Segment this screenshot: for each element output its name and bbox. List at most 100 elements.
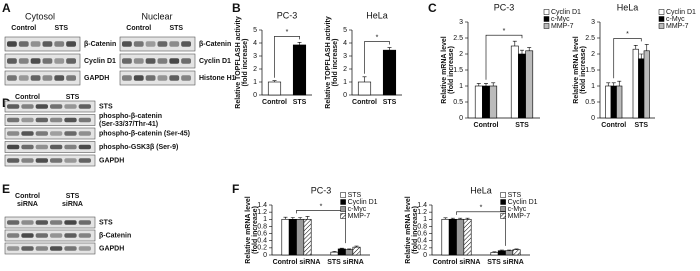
x-tick-label: Control siRNA [273,259,321,266]
blot-row-label: STS [99,219,113,226]
bar [505,250,514,256]
blot-band [35,246,48,251]
blot-band [21,104,34,109]
error-bar [465,217,470,220]
legend-label: MMP-7 [666,23,689,30]
chart-title: PC-3 [311,185,332,195]
y-tick-label: 2 [253,66,257,73]
y-tick-label: 0.4 [417,238,427,245]
legend-swatch [340,213,346,219]
chart-title: HeLa [366,10,388,20]
y-tick-label: 1.5 [453,67,463,74]
bar [512,249,521,256]
y-tick-label: 5 [253,27,257,34]
bar [281,218,290,256]
blot-band [35,131,48,136]
y-tick-label: 1.2 [417,209,427,216]
legend-swatch [543,23,550,29]
blot-title: Nuclear [141,11,172,21]
y-axis-label: Relative mRNA level [245,196,252,263]
lane-label: Control [15,94,40,101]
error-bar [443,217,448,220]
bar [303,218,312,256]
lane-label: Control [11,25,36,32]
significance-bracket [274,36,300,78]
blot-band [64,246,77,251]
blot-band [7,144,20,150]
blot-row-label: GAPDH [99,157,124,164]
blot-band [133,41,144,47]
error-bar [491,82,496,86]
blot-band [50,233,63,238]
blot-band [64,233,77,238]
chart-title: HeLa [617,2,639,12]
y-tick-label: 2 [591,51,595,58]
chart-title: PC-3 [494,2,515,12]
blot-band [7,75,17,81]
blot-band [122,41,132,47]
y-tick-label: 1 [591,83,595,90]
y-tick-label: 0 [263,252,267,259]
legend-label: Cyclin D1 [508,199,538,206]
significance-mark: * [376,34,379,41]
blot-band [181,41,191,47]
blot-band [50,131,63,136]
significance-bracket [364,41,390,74]
error-bar [354,245,359,248]
error-bar [514,248,519,250]
blot-band [50,104,63,109]
blot-band [145,41,156,47]
error-bar [339,247,344,249]
legend-label: c-Myc [551,16,570,23]
y-tick-label: 0.8 [257,223,267,230]
blot-band [42,58,53,64]
blot-band [169,41,180,47]
panel-label: A [2,1,11,15]
bar [463,218,472,256]
legend-swatch [500,213,506,219]
bar [518,53,526,119]
lane-label: STS [54,25,68,32]
bar [525,50,534,119]
bar [643,50,650,119]
error-bar [347,248,352,250]
blot-band [21,233,34,238]
blot-band [78,233,91,238]
blot-band [64,117,77,123]
x-tick-label: STS siRNA [487,259,524,266]
legend-label: c-Myc [348,206,367,213]
blot-row-label: β-Catenin [199,41,231,48]
error-bar [606,82,611,86]
bar [382,49,397,96]
blot-band [42,75,53,81]
y-tick-label: 5 [343,27,347,34]
blot-band [50,246,63,251]
blot-band [78,246,91,251]
bar [345,249,354,256]
blot-band [21,144,34,150]
panel-label: E [2,182,10,196]
y-axis-label: (fold increase) [448,46,455,94]
blot-band [169,75,180,81]
y-axis-label: Relative mRNA level [405,196,412,263]
blot-band [64,220,77,225]
error-bar [499,249,504,251]
bar [267,81,282,96]
bar [638,58,645,119]
blot-band [7,58,17,64]
blot-band [50,220,63,225]
blot-band [50,158,63,163]
lane-label: STS [66,94,80,101]
significance-bracket [296,210,346,244]
blot-row-label: phospho-β-catenin (Ser-45) [99,130,190,137]
blot-row-label: Cyclin D1 [199,58,231,65]
blot-band [181,75,191,81]
y-tick-label: 1 [263,216,267,223]
x-tick-label: STS [634,122,648,129]
y-tick-label: 0.8 [417,223,427,230]
blot-band [21,246,34,251]
legend-swatch [658,9,665,15]
chart-title: PC-3 [277,10,298,20]
bar [474,85,483,119]
y-tick-label: 0.4 [257,238,267,245]
